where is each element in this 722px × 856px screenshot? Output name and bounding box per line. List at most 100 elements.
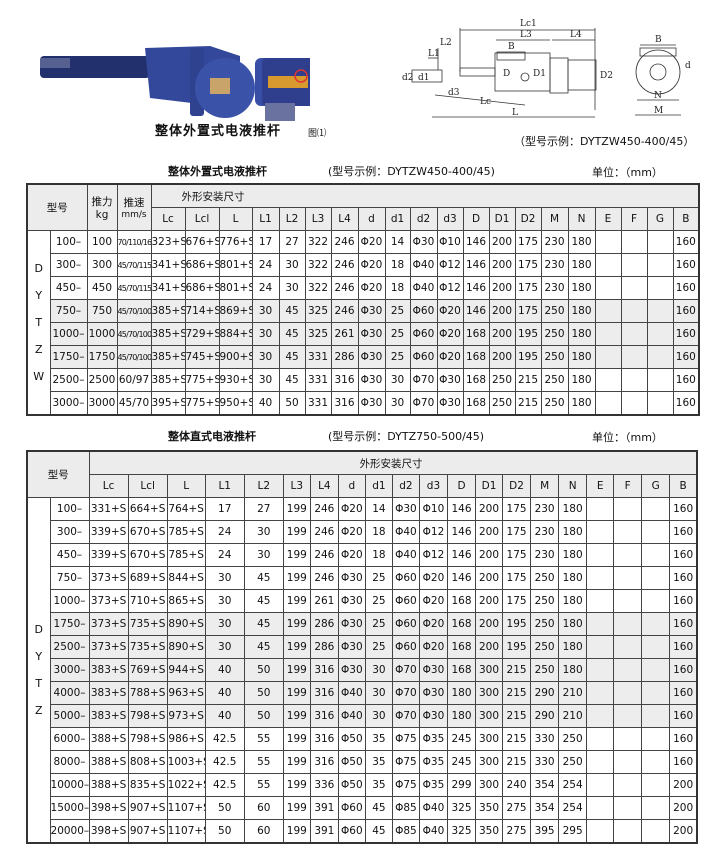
table-cell: 339+S: [88, 543, 129, 567]
table-cell: 300: [475, 750, 504, 774]
table-cell: Φ20: [436, 345, 464, 369]
table-cell: 160: [669, 658, 698, 682]
table-cell: Φ85: [391, 796, 420, 820]
table-cell: 24: [204, 520, 245, 544]
table-cell: 55: [243, 773, 284, 797]
table-cell: 25: [384, 322, 411, 346]
model-header: 型号: [26, 183, 88, 231]
table-cell: 60/97: [116, 368, 152, 392]
table-cell: 450: [86, 276, 118, 300]
table-cell: [613, 589, 643, 613]
table-cell: Φ70: [409, 391, 438, 416]
table-cell: [586, 589, 615, 613]
table-cell: 250: [540, 368, 569, 392]
table-cell: 907+S: [127, 796, 168, 820]
table-cell: 383+S: [88, 704, 129, 728]
table-cell: 215: [502, 658, 532, 682]
table-cell: Φ40: [337, 704, 366, 728]
table-cell: 199: [282, 543, 311, 567]
table-cell: 30: [278, 276, 306, 300]
table-cell: 199: [282, 727, 311, 751]
table-cell: [586, 543, 615, 567]
table-row: 3000– 3000 45/70 395+S 775+S 950+S 40 50 331 316 Φ…: [27, 391, 700, 416]
model-cell: 100–: [49, 497, 90, 521]
table-cell: Φ30: [337, 658, 366, 682]
table-cell: 299: [446, 773, 477, 797]
table-cell: 24: [204, 543, 245, 567]
table-cell: 30: [204, 589, 245, 613]
table-cell: Φ30: [337, 589, 366, 613]
table-cell: [620, 253, 648, 277]
column-header-d1: D1: [475, 474, 504, 498]
table-cell: 230: [540, 253, 569, 277]
table-cell: 798+S: [127, 727, 168, 751]
table-cell: [641, 497, 671, 521]
table-cell: Φ20: [418, 612, 448, 636]
table-cell: 168: [462, 345, 490, 369]
table-cell: [641, 704, 671, 728]
table-cell: 388+S: [88, 750, 129, 774]
table-cell: [586, 796, 615, 820]
table-cell: [646, 322, 674, 346]
table-cell: [641, 773, 671, 797]
table-cell: [613, 658, 643, 682]
table-cell: 250: [540, 391, 569, 416]
column-header-l3: L3: [304, 207, 332, 231]
table-cell: 341+S: [150, 276, 186, 300]
table-cell: [586, 773, 615, 797]
table-cell: 30: [204, 635, 245, 659]
series-label: D Y T Z: [26, 497, 51, 844]
table-cell: Φ60: [391, 566, 420, 590]
table-cell: 195: [514, 345, 542, 369]
table-cell: 254: [558, 773, 588, 797]
table-cell: 17: [204, 497, 245, 521]
table-cell: 180: [558, 543, 588, 567]
table-cell: 168: [446, 589, 477, 613]
table-cell: 963+S: [166, 681, 206, 705]
table-cell: 180: [558, 566, 588, 590]
table-cell: 24: [251, 276, 280, 300]
table-cell: 300: [475, 727, 504, 751]
table-cell: 215: [502, 704, 532, 728]
table-cell: 385+S: [150, 345, 186, 369]
table-cell: 1107+S: [166, 796, 206, 820]
table-cell: 199: [282, 773, 311, 797]
table-cell: 199: [282, 681, 311, 705]
table-cell: 42.5: [204, 773, 245, 797]
table-cell: Φ70: [391, 681, 420, 705]
column-header-f: F: [620, 207, 648, 231]
model-cell: 2500–: [49, 368, 88, 392]
table-row: 2500– 2500 60/97 385+S 775+S 930+S 30 45 331 316 Φ…: [27, 368, 700, 392]
table-cell: Φ12: [436, 276, 464, 300]
table-row: 750– 373+S 689+S 844+S 30 45 199 246 Φ30 25 Φ60 Φ20…: [27, 566, 698, 590]
table-cell: 322: [304, 276, 332, 300]
table-cell: [594, 345, 622, 369]
table-cell: 175: [514, 253, 542, 277]
table-cell: [586, 566, 615, 590]
table-cell: 373+S: [88, 589, 129, 613]
straight-actuator-spec-table: 型号 外形安装尺寸 Lc Lcl L L1 L2 L3 L4 d d1 d2 d3 D D1 D2 M N E F…: [26, 450, 698, 844]
table-cell: 200: [475, 589, 504, 613]
table-cell: 175: [514, 276, 542, 300]
model-cell: 3000–: [49, 391, 88, 416]
table-cell: 776+S: [218, 230, 253, 254]
table-cell: 775+S: [184, 391, 220, 416]
table-cell: 676+S: [184, 230, 220, 254]
column-header-n: N: [558, 474, 588, 498]
table-cell: 40: [204, 681, 245, 705]
table-row: 5000– 383+S 798+S 973+S 40 50 199 316 Φ40 30 Φ70 Φ3…: [27, 704, 698, 728]
table-cell: Φ70: [391, 704, 420, 728]
table-cell: 25: [384, 345, 411, 369]
table-cell: 30: [251, 322, 280, 346]
table-cell: 30: [243, 520, 284, 544]
table-cell: [613, 727, 643, 751]
table-cell: 45/70: [116, 391, 152, 416]
table-row: 1000– 1000 45/70/100 385+S 729+S 884+S 30 45 325…: [27, 322, 700, 346]
label-m: M: [654, 106, 663, 116]
speed-header: 推速 mm/s: [116, 183, 152, 231]
table-cell: 40: [204, 704, 245, 728]
table-cell: 160: [669, 704, 698, 728]
table-row: 450– 450 45/70/115 341+S 686+S 801+S 24 30 322 24…: [27, 276, 700, 300]
table-cell: 195: [502, 612, 532, 636]
table-cell: 160: [672, 253, 700, 277]
